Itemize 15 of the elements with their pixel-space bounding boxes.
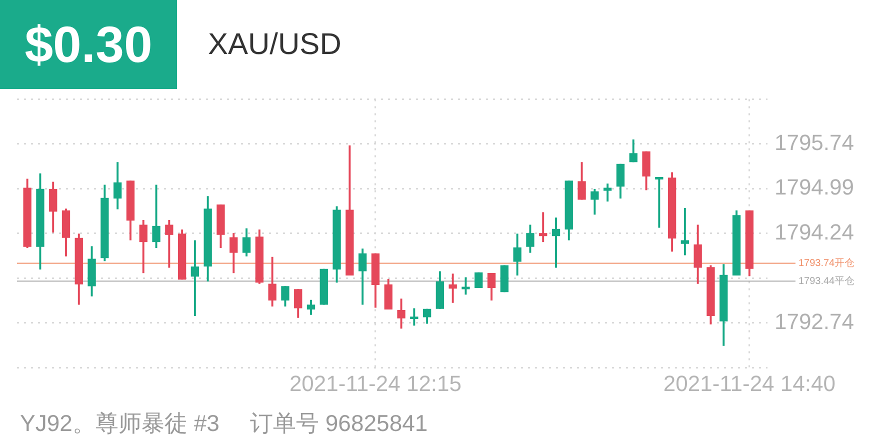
y-tick-label: 1794.99 xyxy=(774,174,854,200)
ref-line-label: 1793.74开仓 xyxy=(798,256,855,269)
text: 订单号 96825841 xyxy=(250,409,428,437)
candlestick xyxy=(680,208,690,256)
x-tick-label: 2021-11-24 12:15 xyxy=(289,370,462,396)
text: YJ92。尊师暴徒 #3 xyxy=(20,409,220,437)
y-tick-label: 1792.74 xyxy=(774,308,854,334)
candlestick xyxy=(539,212,548,242)
ref-line-label: 1793.44平仓 xyxy=(798,274,855,287)
y-tick-label: 1795.74 xyxy=(774,130,854,155)
text: $0.30 xyxy=(24,16,152,73)
y-tick-label: 1794.24 xyxy=(774,219,854,244)
x-tick-label: 2021-11-24 14:40 xyxy=(663,370,836,396)
chart-title: XAU/USD xyxy=(208,27,342,63)
candlestick xyxy=(655,177,664,228)
